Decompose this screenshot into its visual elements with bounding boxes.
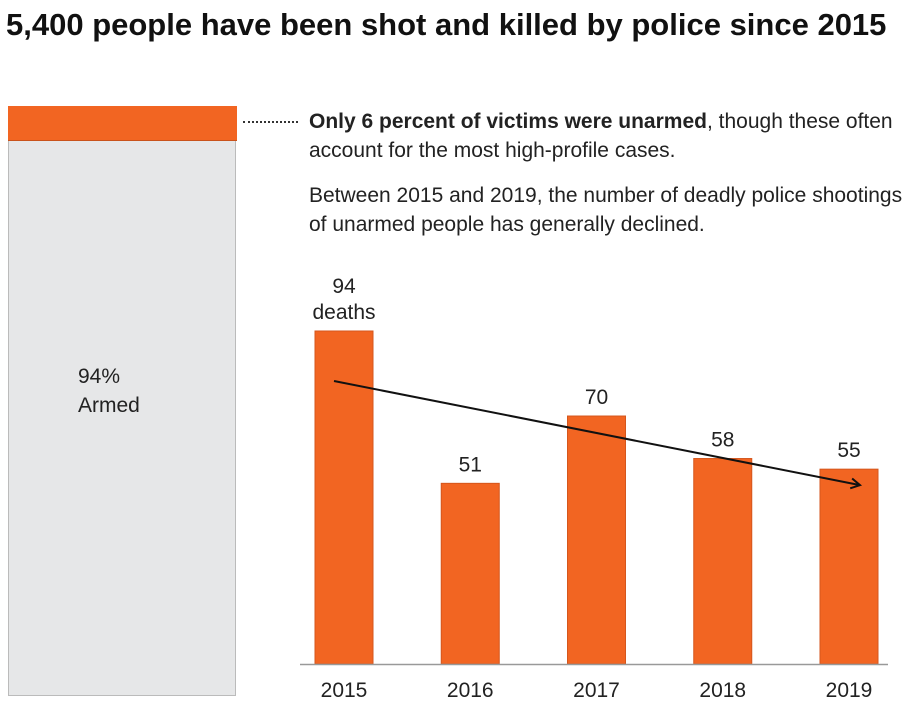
bar-2015: [314, 330, 374, 665]
bar-2016: [440, 482, 500, 665]
armed-share-bar: [8, 106, 236, 696]
leader-line: [243, 121, 298, 123]
armed-text: Armed: [78, 394, 140, 417]
bar-2019: [819, 468, 879, 665]
data-label-2016: 51: [459, 453, 482, 476]
data-label-2017: 70: [585, 386, 608, 409]
annotation-bold: Only 6 percent of victims were unarmed: [309, 110, 707, 133]
data-label-2019: 55: [837, 439, 860, 462]
data-label-unit: deaths: [312, 301, 375, 324]
x-tick-2017: 2017: [573, 679, 620, 702]
x-tick-2015: 2015: [321, 679, 368, 702]
annotation-unarmed: Only 6 percent of victims were unarmed, …: [309, 107, 899, 165]
trend-arrow: [333, 380, 860, 485]
x-tick-2016: 2016: [447, 679, 494, 702]
bar-2017: [567, 415, 626, 665]
unarmed-share-bar: [8, 106, 237, 142]
annotation-rest: , though these often account for the mos…: [309, 110, 893, 162]
bar-2018: [693, 458, 753, 665]
x-tick-2019: 2019: [826, 679, 873, 702]
chart-title: 5,400 people have been shot and killed b…: [6, 7, 887, 42]
x-tick-2018: 2018: [699, 679, 746, 702]
data-label-2018: 58: [711, 429, 734, 452]
armed-label: 94% Armed: [78, 362, 140, 420]
data-label-2015: 94: [332, 275, 356, 298]
annotation-decline: Between 2015 and 2019, the number of dea…: [309, 184, 903, 236]
armed-percent: 94%: [78, 365, 121, 388]
